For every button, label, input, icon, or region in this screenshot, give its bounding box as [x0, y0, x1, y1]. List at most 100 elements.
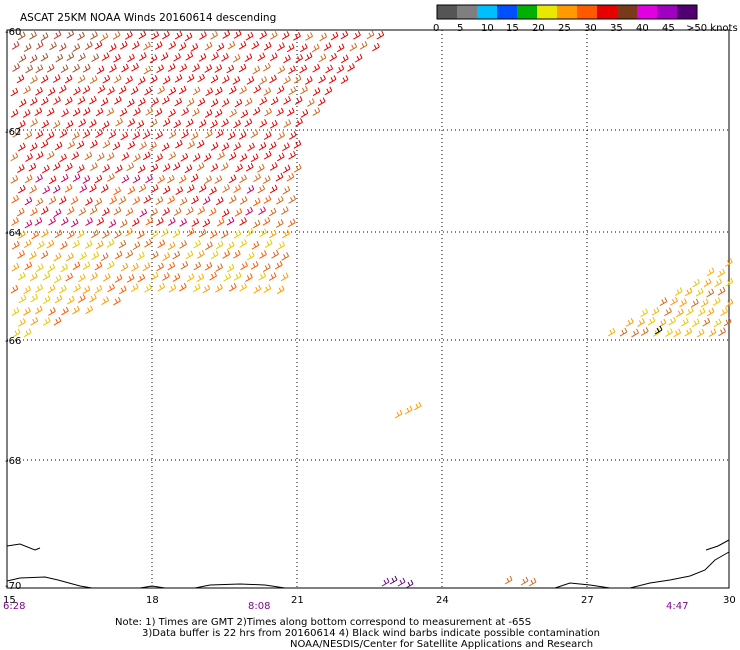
legend-swatch	[597, 5, 618, 19]
wind-barb	[34, 107, 43, 117]
legend-swatch	[577, 5, 598, 19]
wind-barb	[23, 307, 31, 316]
wind-barb	[293, 163, 302, 173]
wind-barb	[193, 261, 202, 271]
wind-barb	[96, 65, 105, 75]
wind-barb	[252, 106, 261, 116]
wind-barb	[17, 31, 26, 41]
wind-barb	[281, 31, 290, 40]
wind-barb	[89, 95, 97, 105]
wind-barb	[125, 75, 133, 85]
wind-barb	[61, 108, 69, 118]
wind-barb	[157, 174, 165, 184]
wind-barb	[703, 278, 712, 288]
wind-barb	[46, 63, 55, 73]
wind-barb	[53, 316, 62, 326]
wind-barb	[288, 65, 296, 75]
wind-barb	[277, 42, 285, 52]
wind-barb	[283, 54, 291, 64]
wind-barb	[18, 54, 27, 63]
wind-barb	[214, 108, 223, 118]
wind-barb	[119, 219, 128, 228]
wind-barb	[145, 107, 154, 116]
wind-barb	[118, 196, 127, 205]
legend-label-40: 40	[636, 23, 649, 34]
wind-barb	[270, 96, 279, 106]
wind-barb	[41, 119, 50, 129]
wind-barb	[238, 40, 247, 50]
wind-barb	[42, 295, 51, 305]
wind-barb	[196, 139, 205, 149]
wind-barb	[84, 41, 93, 50]
wind-barb	[12, 328, 21, 338]
wind-barb	[23, 285, 32, 295]
wind-barb	[154, 41, 163, 50]
wind-barb	[143, 41, 151, 51]
wind-barb	[101, 296, 110, 306]
wind-barb	[674, 287, 683, 296]
wind-barb	[108, 43, 117, 52]
wind-barb	[46, 107, 55, 117]
wind-barb	[282, 164, 291, 174]
wind-barb	[670, 296, 678, 306]
lon-label: 27	[581, 595, 594, 606]
wind-barb	[198, 119, 207, 128]
wind-barb	[139, 141, 147, 151]
wind-barb	[136, 120, 145, 129]
wind-barb	[173, 207, 182, 216]
wind-barb	[53, 252, 62, 262]
lat-label: -62	[5, 127, 21, 138]
wind-barb	[132, 174, 141, 184]
wind-barb	[186, 73, 195, 83]
wind-barb	[17, 120, 26, 129]
wind-barb	[274, 260, 283, 270]
wind-barb	[130, 283, 139, 293]
wind-barb	[221, 98, 230, 108]
wind-barb	[149, 75, 158, 84]
wind-barb	[107, 86, 115, 96]
legend-label-15: 15	[506, 23, 519, 34]
wind-barb	[725, 277, 734, 287]
lat-label: -68	[5, 456, 21, 467]
wind-barb	[102, 74, 111, 84]
wind-barb	[263, 87, 272, 96]
wind-barb	[269, 184, 278, 194]
wind-barb	[118, 239, 127, 249]
wind-barb	[228, 195, 237, 204]
wind-barb	[139, 208, 148, 218]
wind-barb	[131, 62, 139, 72]
wind-barb	[276, 107, 284, 117]
wind-barb	[66, 52, 75, 61]
wind-barb	[162, 163, 171, 172]
wind-barb	[60, 64, 69, 74]
wind-barb	[100, 32, 109, 42]
wind-barb	[637, 318, 645, 327]
wind-barb	[202, 218, 211, 228]
lon-label: 30	[723, 595, 736, 606]
wind-barb	[262, 62, 271, 72]
wind-barb	[53, 208, 62, 218]
wind-barb	[181, 107, 189, 116]
wind-barb	[340, 30, 349, 40]
wind-barb	[725, 298, 734, 308]
wind-barb	[706, 267, 715, 277]
wind-barb	[73, 283, 81, 293]
wind-barb	[239, 217, 247, 226]
legend-swatch	[437, 5, 458, 19]
wind-barb	[268, 229, 277, 239]
wind-barb	[293, 32, 301, 41]
wind-barb	[52, 74, 61, 83]
wind-barb	[101, 120, 110, 130]
wind-barb	[215, 283, 223, 293]
wind-barb	[46, 239, 55, 249]
wind-barb	[162, 30, 170, 40]
wind-barb	[259, 119, 268, 128]
wind-barb	[210, 119, 218, 129]
wind-barb	[22, 109, 31, 118]
wind-barb	[269, 52, 278, 62]
wind-barb	[125, 31, 133, 40]
lon-label: 18	[146, 595, 159, 606]
wind-barb	[137, 251, 145, 261]
wind-barb	[133, 153, 141, 163]
wind-barb	[89, 206, 98, 215]
